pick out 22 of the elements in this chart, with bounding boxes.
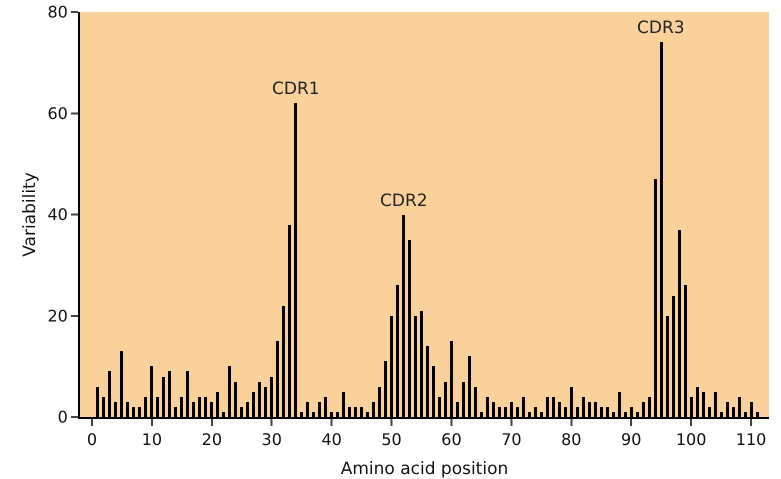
x-tick-label: 110 xyxy=(736,430,766,450)
y-tick-label: 80 xyxy=(47,2,68,22)
x-tick-label: 30 xyxy=(262,430,282,450)
x-tick-label: 10 xyxy=(142,430,162,450)
x-tick-label: 60 xyxy=(441,430,462,450)
y-tick-label: 40 xyxy=(47,205,68,224)
x-tick-label: 0 xyxy=(86,430,98,450)
x-tick-label: 100 xyxy=(676,430,706,450)
x-tick-label: 80 xyxy=(561,430,582,450)
annotation: CDR3 xyxy=(637,18,685,38)
annotation: CDR1 xyxy=(272,79,320,99)
y-axis-title: Variability xyxy=(20,172,40,257)
y-tick-label: 20 xyxy=(47,306,68,326)
x-tick-label: 20 xyxy=(202,430,222,450)
x-tick-label: 70 xyxy=(501,430,522,450)
x-tick-label: 50 xyxy=(381,430,402,450)
annotation: CDR2 xyxy=(380,191,428,211)
x-tick-label: 40 xyxy=(321,430,342,450)
y-tick-label: 0 xyxy=(58,408,68,427)
y-tick-label: 60 xyxy=(47,104,68,123)
x-tick-label: 90 xyxy=(621,430,642,450)
x-axis-title: Amino acid position xyxy=(340,459,508,479)
